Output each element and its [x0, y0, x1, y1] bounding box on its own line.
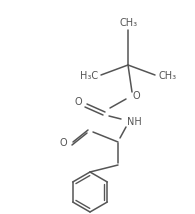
Text: O: O	[59, 138, 67, 148]
Text: O: O	[74, 97, 82, 107]
Text: CH₃: CH₃	[159, 71, 177, 81]
Text: H₃C: H₃C	[80, 71, 98, 81]
Text: CH₃: CH₃	[120, 18, 138, 28]
Text: O: O	[132, 91, 140, 101]
Text: NH: NH	[127, 117, 141, 127]
